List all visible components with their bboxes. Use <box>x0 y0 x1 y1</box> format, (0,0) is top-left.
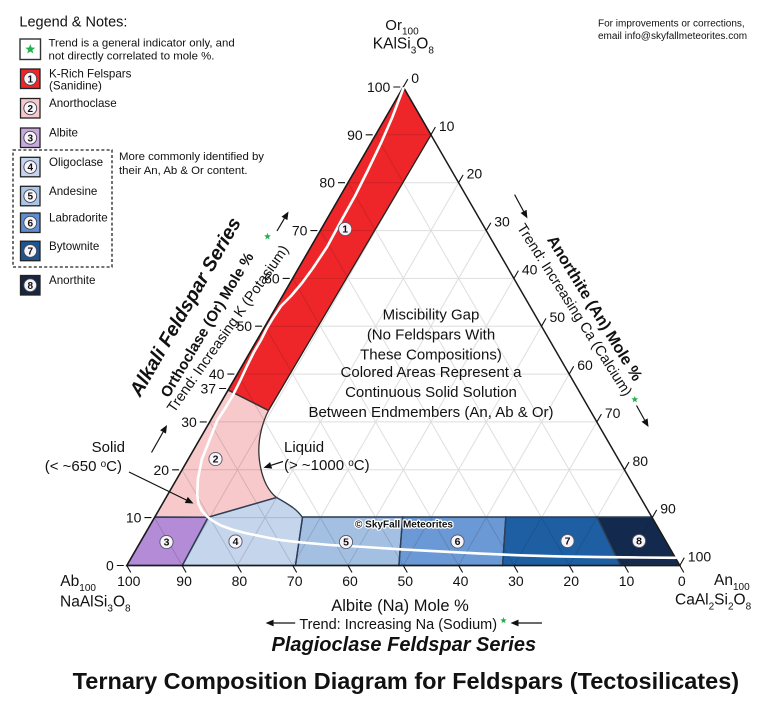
svg-text:email info@skyfallmeteorites.c: email info@skyfallmeteorites.com <box>598 31 747 42</box>
svg-text:Continuous Solid Solution: Continuous Solid Solution <box>345 384 517 401</box>
svg-text:30: 30 <box>181 414 197 430</box>
svg-text:8: 8 <box>636 536 642 548</box>
svg-text:1: 1 <box>27 74 33 85</box>
svg-text:5: 5 <box>27 192 33 203</box>
svg-text:Colored Areas Represent a: Colored Areas Represent a <box>341 364 523 381</box>
svg-text:Albite: Albite <box>49 127 78 140</box>
svg-text:3: 3 <box>27 133 33 144</box>
svg-text:60: 60 <box>577 357 593 373</box>
svg-text:(No Feldspars With: (No Feldspars With <box>367 327 495 344</box>
svg-text:20: 20 <box>154 462 170 478</box>
svg-text:90: 90 <box>176 573 192 589</box>
svg-text:10: 10 <box>439 118 455 134</box>
svg-text:4: 4 <box>233 536 239 548</box>
svg-text:70: 70 <box>287 573 303 589</box>
svg-text:K-Rich Felspars: K-Rich Felspars <box>49 68 132 81</box>
svg-text:Oligoclase: Oligoclase <box>49 156 103 169</box>
svg-text:0: 0 <box>678 573 686 589</box>
svg-text:5: 5 <box>343 537 349 549</box>
svg-text:More commonly identified by: More commonly identified by <box>119 151 264 163</box>
svg-text:10: 10 <box>619 573 635 589</box>
svg-text:Solid: Solid <box>92 439 125 456</box>
svg-text:Bytownite: Bytownite <box>49 240 99 253</box>
svg-text:Between Endmembers (An, Ab & O: Between Endmembers (An, Ab & Or) <box>308 404 553 421</box>
svg-text:their An, Ab & Or content.: their An, Ab & Or content. <box>119 165 248 177</box>
svg-text:20: 20 <box>467 166 483 182</box>
svg-text:Anorthoclase: Anorthoclase <box>49 97 117 110</box>
svg-text:80: 80 <box>232 573 248 589</box>
svg-text:100: 100 <box>688 549 712 565</box>
svg-text:(> ~1000 oC): (> ~1000 oC) <box>284 457 370 474</box>
svg-text:100: 100 <box>367 79 391 95</box>
svg-text:6: 6 <box>27 218 33 229</box>
svg-text:not directly correlated to mol: not directly correlated to mole %. <box>49 51 215 63</box>
svg-text:3: 3 <box>164 537 170 549</box>
svg-text:For improvements or correction: For improvements or corrections, <box>598 19 745 30</box>
svg-text:2: 2 <box>27 104 33 115</box>
svg-text:7: 7 <box>565 536 571 548</box>
svg-text:50: 50 <box>237 318 253 334</box>
svg-text:90: 90 <box>660 501 676 517</box>
svg-text:50: 50 <box>550 309 566 325</box>
svg-text:Ternary Composition Diagram fo: Ternary Composition Diagram for Feldspar… <box>73 668 739 694</box>
svg-text:1: 1 <box>342 224 348 236</box>
svg-text:90: 90 <box>347 127 363 143</box>
svg-text:80: 80 <box>319 175 335 191</box>
svg-text:60: 60 <box>264 270 280 286</box>
svg-text:80: 80 <box>633 453 649 469</box>
svg-text:(Sanidine): (Sanidine) <box>49 79 102 92</box>
svg-text:Trend is a general indicator o: Trend is a general indicator only, and <box>49 38 235 50</box>
svg-text:2: 2 <box>213 454 219 466</box>
svg-text:8: 8 <box>27 281 33 292</box>
svg-text:70: 70 <box>605 405 621 421</box>
svg-text:© SkyFall Meteorites: © SkyFall Meteorites <box>355 520 453 531</box>
svg-text:40: 40 <box>453 573 469 589</box>
svg-text:30: 30 <box>508 573 524 589</box>
svg-text:100: 100 <box>117 573 141 589</box>
svg-text:37: 37 <box>201 381 217 397</box>
svg-text:40: 40 <box>209 366 225 382</box>
svg-text:30: 30 <box>494 214 510 230</box>
svg-text:Andesine: Andesine <box>49 185 97 198</box>
svg-text:50: 50 <box>398 573 414 589</box>
svg-text:4: 4 <box>27 163 33 174</box>
svg-text:Plagioclase Feldspar Series: Plagioclase Feldspar Series <box>272 634 537 656</box>
svg-text:0: 0 <box>106 558 114 574</box>
svg-text:6: 6 <box>455 536 461 548</box>
svg-text:70: 70 <box>292 223 308 239</box>
svg-text:Miscibility Gap: Miscibility Gap <box>383 307 480 324</box>
svg-text:Labradorite: Labradorite <box>49 212 108 225</box>
svg-text:These Compositions): These Compositions) <box>360 347 502 364</box>
svg-text:Albite (Na) Mole %: Albite (Na) Mole % <box>331 597 469 615</box>
svg-text:(< ~650 oC): (< ~650 oC) <box>45 458 122 475</box>
svg-text:0: 0 <box>411 70 419 86</box>
svg-text:7: 7 <box>27 247 33 258</box>
svg-text:KAlSi3O8: KAlSi3O8 <box>373 36 435 57</box>
svg-text:Liquid: Liquid <box>284 439 324 456</box>
svg-text:Trend: Increasing Na (Sodium): Trend: Increasing Na (Sodium) <box>299 617 497 633</box>
svg-text:Legend & Notes:: Legend & Notes: <box>19 15 127 31</box>
svg-text:10: 10 <box>126 510 142 526</box>
svg-text:NaAlSi3O8: NaAlSi3O8 <box>60 594 131 615</box>
svg-text:20: 20 <box>563 573 579 589</box>
svg-text:Anorthite: Anorthite <box>49 274 95 287</box>
svg-text:40: 40 <box>522 261 538 277</box>
svg-text:60: 60 <box>342 573 358 589</box>
